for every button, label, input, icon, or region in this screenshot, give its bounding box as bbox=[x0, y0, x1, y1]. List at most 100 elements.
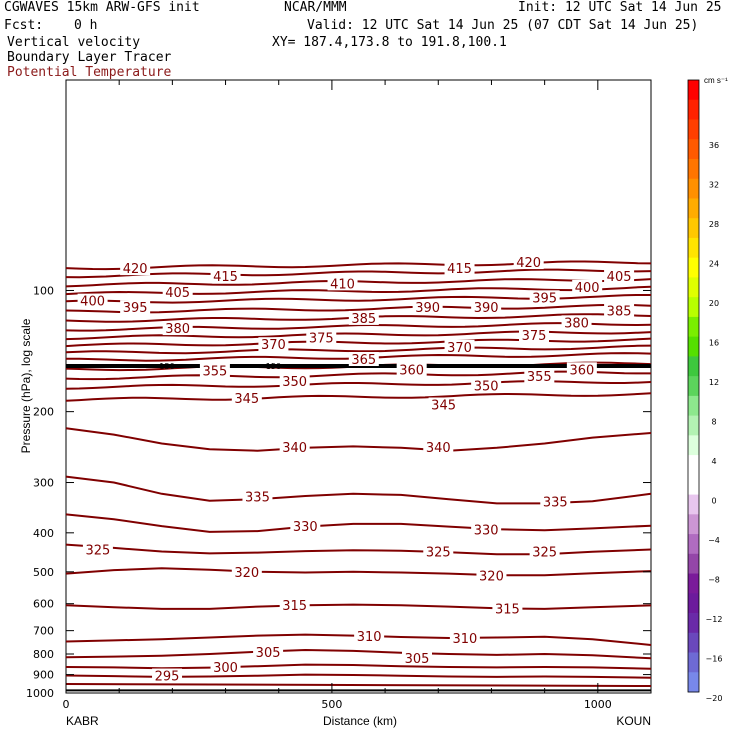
forecast-label: Fcst: bbox=[4, 18, 44, 33]
contour-label-bg-13 bbox=[348, 310, 379, 325]
contour-label-400: 400 bbox=[575, 281, 600, 296]
contour-label-345: 345 bbox=[234, 392, 259, 407]
plot-frame bbox=[65, 79, 652, 694]
colorbar-swatch-23 bbox=[688, 534, 699, 555]
model-title: CGWAVES 15km ARW-GFS init bbox=[4, 0, 200, 15]
contour-label-bg-3 bbox=[513, 255, 544, 270]
colorbar-label-13: −16 bbox=[706, 654, 723, 663]
colorbar-swatch-22 bbox=[688, 514, 699, 535]
theta-contour-370 bbox=[65, 344, 652, 355]
x-tick-label-1000: 1000 bbox=[584, 698, 612, 711]
theta-contour-310 bbox=[65, 633, 652, 646]
contour-label-330: 330 bbox=[293, 520, 318, 535]
colorbar-swatch-28 bbox=[688, 632, 699, 653]
contour-label-bg-27 bbox=[471, 378, 502, 393]
theta-contour-345 bbox=[65, 392, 652, 402]
y-tick-label-100: 100 bbox=[33, 284, 54, 297]
field-potential-temperature: Potential Temperature bbox=[7, 65, 172, 80]
colorbar-swatch-4 bbox=[688, 158, 699, 180]
colorbar-swatch-16 bbox=[688, 395, 699, 417]
theta-contour-375 bbox=[65, 337, 652, 348]
theta-contour-surface bbox=[65, 683, 652, 688]
contour-label-320: 320 bbox=[479, 569, 504, 584]
contour-label-305: 305 bbox=[405, 652, 430, 667]
tropopause-label-1: 150 bbox=[159, 362, 174, 371]
colorbar-swatch-2 bbox=[688, 119, 699, 140]
y-axis-title: Pressure (hPa), log scale bbox=[19, 318, 33, 453]
contour-label-bg-43 bbox=[354, 629, 385, 644]
colorbar-swatch-11 bbox=[688, 297, 699, 318]
contour-label-bg-38 bbox=[529, 544, 560, 559]
colorbar-swatch-29 bbox=[688, 652, 699, 673]
contour-label-bg-35 bbox=[471, 522, 502, 537]
contour-label-bg-33 bbox=[540, 494, 571, 509]
contour-label-340: 340 bbox=[426, 441, 451, 456]
forecast-hour: 0 h bbox=[74, 18, 98, 33]
contour-label-410: 410 bbox=[330, 277, 355, 292]
contour-label-bg-20 bbox=[444, 339, 475, 354]
y-tick-label-500: 500 bbox=[33, 566, 54, 579]
colorbar-swatch-1 bbox=[688, 99, 699, 120]
colorbar-swatch-27 bbox=[688, 613, 699, 634]
contour-label-bg-30 bbox=[279, 440, 310, 455]
contour-label-350: 350 bbox=[474, 379, 499, 394]
contour-label-325: 325 bbox=[426, 545, 451, 560]
tropopause-label-2: 150 bbox=[266, 362, 281, 371]
contour-label-bg-15 bbox=[162, 321, 193, 336]
contour-label-400: 400 bbox=[80, 295, 105, 310]
contour-label-355: 355 bbox=[527, 370, 552, 385]
axes: 100 200 300 400 500 600 700 800 900 1000 0 500 1000 bbox=[26, 80, 652, 711]
contour-label-bg-41 bbox=[279, 598, 310, 613]
contour-label-325: 325 bbox=[532, 545, 557, 560]
contour-label-345: 345 bbox=[431, 399, 456, 414]
contour-label-bg-45 bbox=[253, 644, 284, 659]
contour-label-bg-24 bbox=[199, 363, 230, 378]
colorbar-swatch-30 bbox=[688, 672, 699, 693]
x-tick-label-0: 0 bbox=[63, 698, 70, 711]
contour-label-360: 360 bbox=[569, 363, 594, 378]
contour-label-bg-16 bbox=[561, 315, 592, 330]
colorbar-swatch-0 bbox=[688, 80, 699, 101]
contour-label-325: 325 bbox=[85, 543, 110, 558]
contour-label-bg-47 bbox=[210, 660, 241, 675]
colorbar-swatch-26 bbox=[688, 593, 699, 614]
colorbar-label-8: 4 bbox=[711, 457, 716, 466]
colorbar-border bbox=[687, 79, 700, 693]
colorbar: 36 32 28 24 20 16 12 8 4 0 −4 −8 −12 −16 −20 bbox=[687, 79, 723, 703]
theta-contour-300 bbox=[65, 663, 652, 670]
contour-label-360: 360 bbox=[399, 363, 424, 378]
contour-label-295: 295 bbox=[155, 670, 180, 685]
contour-label-bg-1 bbox=[210, 268, 241, 283]
field-boundary-layer-tracer: Boundary Layer Tracer bbox=[7, 50, 172, 65]
contour-label-bg-23 bbox=[566, 362, 597, 377]
colorbar-swatch-17 bbox=[688, 415, 699, 436]
theta-contour-330 bbox=[65, 513, 652, 533]
contour-label-370: 370 bbox=[261, 338, 286, 353]
colorbar-swatch-14 bbox=[688, 356, 699, 377]
contour-label-385: 385 bbox=[351, 312, 376, 327]
cross-section-endpoints: XY= 187.4,173.8 to 191.8,100.1 bbox=[272, 35, 507, 50]
colorbar-label-5: 16 bbox=[709, 339, 719, 348]
y-tick-label-700: 700 bbox=[33, 625, 54, 638]
contour-label-390: 390 bbox=[415, 301, 440, 316]
contour-label-bg-10 bbox=[529, 290, 560, 305]
contour-label-330: 330 bbox=[474, 523, 499, 538]
theta-contour-415 bbox=[65, 268, 652, 279]
contour-label-bg-28 bbox=[231, 391, 262, 406]
contour-labels: 150 150 420 415 415 420 410 405 405 400 400 395 395 3… bbox=[77, 255, 635, 685]
colorbar-label-10: −4 bbox=[708, 536, 720, 545]
contour-label-bg-31 bbox=[423, 440, 454, 455]
contour-label-310: 310 bbox=[357, 630, 382, 645]
contour-label-bg-18 bbox=[519, 327, 549, 342]
contour-label-bg-25 bbox=[524, 368, 555, 383]
contour-label-375: 375 bbox=[309, 332, 334, 347]
colorbar-swatch-21 bbox=[688, 494, 699, 515]
y-tick-label-200: 200 bbox=[33, 406, 54, 419]
contour-label-bg-11 bbox=[412, 300, 443, 315]
contour-label-bg-46 bbox=[402, 650, 432, 665]
contour-label-395: 395 bbox=[532, 291, 557, 306]
colorbar-swatch-12 bbox=[688, 316, 699, 338]
x-axis-title: Distance (km) bbox=[323, 714, 397, 728]
contour-label-bg-19 bbox=[258, 337, 289, 352]
